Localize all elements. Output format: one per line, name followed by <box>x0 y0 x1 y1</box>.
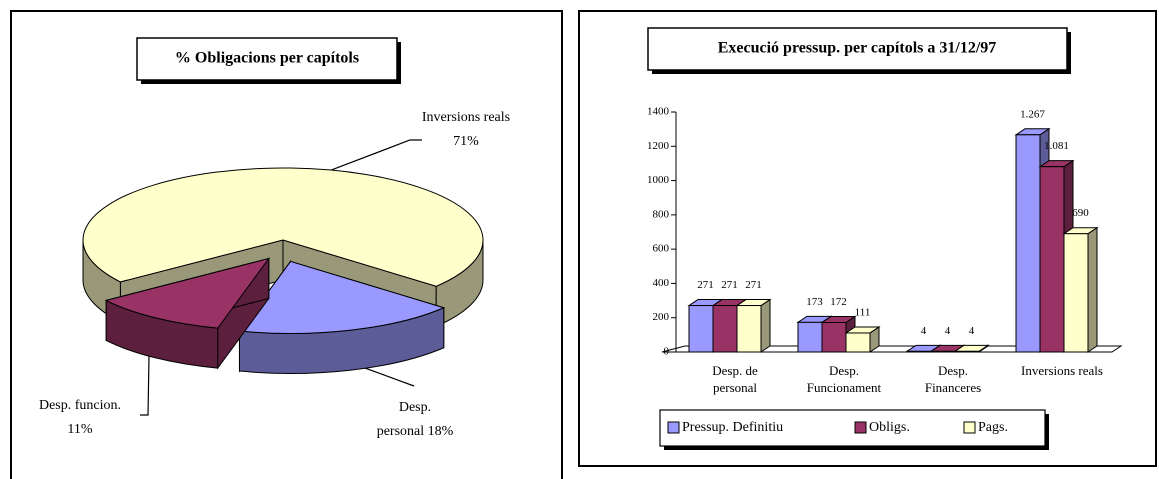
y-tick-label: 0 <box>664 346 670 358</box>
data-label: 1.267 <box>1020 108 1045 120</box>
y-tick-label: 600 <box>653 243 670 255</box>
value-label: 71% <box>453 134 479 149</box>
y-tick-label: 800 <box>653 208 670 220</box>
y-tick-label: 400 <box>653 277 670 289</box>
x-tick-label: Desp. Financeres <box>924 363 982 395</box>
legend-swatch <box>667 421 680 434</box>
data-label: 4 <box>969 325 975 337</box>
bar <box>712 305 738 353</box>
data-label: 4 <box>945 325 951 337</box>
x-tick-label: Inversions reals <box>1021 363 1103 378</box>
bar <box>1063 233 1089 353</box>
category-label: Desp. funcion. <box>38 398 122 413</box>
pie-label: Desp. funcion. 11% <box>36 394 124 442</box>
data-label: 1.081 <box>1044 140 1069 152</box>
x-tick-label: Desp. de personal <box>712 363 758 395</box>
x-tick-label: Desp. Funcionament <box>806 363 882 395</box>
pie-slice <box>104 257 271 329</box>
y-tick-label: 1000 <box>647 174 670 186</box>
y-tick-label: 200 <box>653 311 670 323</box>
pie-label: Inversions reals 71% <box>420 106 512 154</box>
bar-side <box>1087 226 1098 353</box>
legend-label: Obligs. <box>869 420 910 435</box>
bar <box>736 305 762 353</box>
value-label: 11% <box>67 422 93 437</box>
chart-title: % Obligacions per capítols <box>175 50 359 67</box>
category-label: Inversions reals <box>421 110 511 125</box>
data-label: 271 <box>697 279 714 291</box>
bar <box>954 350 980 353</box>
value-label: 18% <box>427 424 454 439</box>
bar <box>906 350 932 353</box>
data-label: 4 <box>921 325 927 337</box>
data-label: 271 <box>721 279 738 291</box>
legend-label: Pressup. Definitiu <box>682 420 783 435</box>
bar <box>821 322 847 353</box>
chart-title: Execució pressup. per capítols a 31/12/9… <box>718 40 997 57</box>
legend-box <box>659 409 1046 447</box>
bar <box>797 321 823 353</box>
bar <box>930 350 956 353</box>
bar <box>688 305 714 353</box>
title-box <box>136 37 398 81</box>
title-box <box>647 27 1068 71</box>
pie-label: Desp. personal 18% <box>374 396 456 444</box>
data-label: 111 <box>855 307 871 319</box>
data-label: 172 <box>830 296 847 308</box>
bar-side <box>760 298 771 353</box>
pie-slice <box>82 167 484 287</box>
bar <box>845 332 871 353</box>
legend-swatch <box>963 421 976 434</box>
legend-swatch <box>854 421 867 434</box>
data-label: 173 <box>806 296 823 308</box>
pie-slice <box>238 260 446 334</box>
data-label: 271 <box>745 279 762 291</box>
legend-label: Pags. <box>978 420 1008 435</box>
y-tick-label: 1400 <box>647 106 670 118</box>
category-label: Desp. personal <box>376 400 432 439</box>
bar <box>1039 166 1065 353</box>
data-label: 690 <box>1072 207 1089 219</box>
y-tick-label: 1200 <box>647 140 670 152</box>
bar <box>1015 134 1041 353</box>
